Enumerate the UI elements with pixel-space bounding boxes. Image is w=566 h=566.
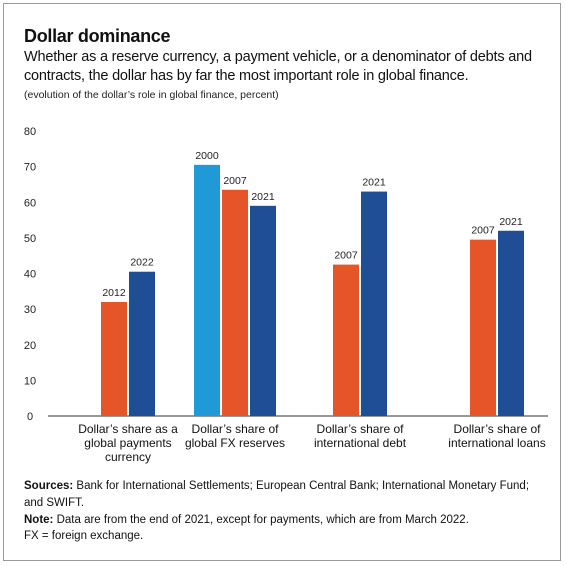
bar	[470, 239, 496, 416]
x-category-label: global payments	[84, 436, 171, 450]
bar	[129, 271, 155, 416]
x-category-label: international debt	[314, 436, 407, 450]
bar	[498, 230, 524, 416]
bar	[194, 164, 220, 416]
bar-year-label: 2007	[334, 250, 358, 262]
chart-subtitle: Whether as a reserve currency, a payment…	[24, 49, 532, 84]
y-tick-label: 50	[24, 233, 36, 245]
x-category-label: Dollar’s share of	[454, 422, 542, 436]
figure-frame	[3, 3, 561, 561]
y-tick-label: 60	[24, 197, 36, 209]
bar-year-label: 2021	[362, 177, 386, 189]
y-tick-label: 70	[24, 162, 36, 174]
units-note: (evolution of the dollar’s role in globa…	[24, 89, 279, 101]
sources-and-notes: Sources: Bank for International Settleme…	[24, 478, 549, 529]
bar	[333, 264, 359, 416]
x-category-label: Dollar’s share of	[192, 422, 280, 436]
bar-year-label: 2022	[130, 257, 154, 269]
bar-year-label: 2007	[471, 225, 495, 237]
y-tick-label: 10	[24, 375, 36, 387]
y-tick-label: 30	[24, 304, 36, 316]
y-tick-label: 40	[24, 269, 36, 281]
bar	[101, 302, 127, 416]
x-category-label: currency	[105, 450, 151, 464]
x-category-label: international loans	[448, 436, 545, 450]
y-tick-label: 80	[24, 126, 36, 138]
sources-text: Bank for International Settlements; Euro…	[24, 480, 530, 509]
sources-label: Sources:	[24, 480, 74, 492]
bar-year-label: 2021	[499, 216, 523, 228]
y-tick-label: 20	[24, 340, 36, 352]
x-category-label: global FX reserves	[185, 436, 285, 450]
note-text: Data are from the end of 2021, except fo…	[56, 514, 469, 526]
bar-year-label: 2000	[195, 150, 219, 162]
bar-year-label: 2021	[251, 191, 275, 203]
bar	[222, 189, 248, 416]
y-tick-label: 0	[27, 411, 33, 423]
bar-year-label: 2012	[102, 287, 126, 299]
bar	[361, 191, 387, 416]
bar	[250, 205, 276, 416]
note-text-fx: FX = foreign exchange.	[24, 530, 144, 542]
chart-title: Dollar dominance	[24, 26, 171, 46]
note-label: Note:	[24, 514, 54, 526]
bar-year-label: 2007	[223, 175, 247, 187]
x-category-label: Dollar’s share of	[317, 422, 405, 436]
x-category-label: Dollar’s share as a	[78, 422, 178, 436]
bars: 2012 2022 2000 2007 2021 2007 2021 2007 2021	[101, 150, 524, 416]
